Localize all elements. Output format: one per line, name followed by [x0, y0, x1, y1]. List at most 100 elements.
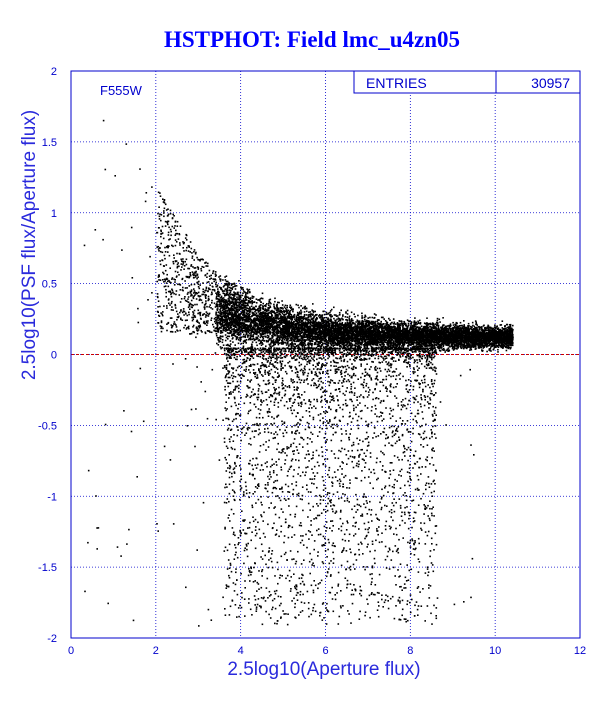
- data-point: [216, 298, 219, 300]
- data-point: [373, 313, 376, 315]
- data-point: [414, 339, 417, 342]
- data-point: [442, 317, 444, 319]
- data-point: [231, 338, 234, 340]
- data-point: [344, 340, 346, 342]
- data-point: [343, 342, 346, 344]
- data-point: [506, 327, 508, 329]
- data-point: [445, 343, 447, 346]
- data-point: [220, 296, 223, 299]
- data-point: [221, 341, 224, 344]
- data-point: [511, 334, 514, 336]
- data-point: [488, 348, 491, 350]
- data-point: [277, 326, 280, 329]
- data-point: [238, 333, 241, 335]
- data-point: [242, 345, 245, 348]
- data-point: [262, 302, 264, 305]
- data-point: [302, 307, 304, 310]
- data-point: [260, 317, 262, 320]
- data-point: [259, 333, 261, 335]
- data-point: [228, 304, 231, 306]
- data-point: [488, 329, 491, 332]
- data-point: [287, 341, 289, 344]
- data-point: [249, 335, 252, 337]
- data-point: [428, 322, 431, 325]
- data-point: [266, 323, 268, 326]
- data-point: [470, 328, 473, 331]
- data-point: [333, 306, 335, 309]
- data-point: [278, 326, 281, 328]
- data-point: [356, 341, 359, 343]
- data-point: [332, 344, 334, 346]
- data-point: [309, 321, 312, 324]
- data-point: [219, 346, 222, 348]
- data-point: [233, 296, 235, 298]
- data-point: [307, 339, 309, 341]
- data-point: [222, 292, 225, 294]
- data-point: [361, 327, 364, 330]
- data-point: [282, 319, 285, 322]
- data-point: [435, 321, 438, 324]
- data-point: [294, 345, 296, 348]
- data-point: [341, 323, 343, 325]
- data-point: [297, 304, 299, 307]
- data-point: [238, 327, 241, 330]
- data-point: [273, 331, 276, 333]
- data-point: [396, 345, 399, 347]
- data-point: [239, 301, 241, 303]
- data-point: [386, 342, 388, 345]
- data-point: [314, 351, 316, 354]
- data-point: [279, 317, 281, 320]
- data-point: [242, 298, 245, 300]
- data-point: [304, 321, 307, 323]
- data-point: [421, 329, 423, 331]
- data-point: [419, 319, 421, 322]
- data-point: [489, 348, 492, 350]
- data-point: [378, 330, 381, 333]
- data-point: [265, 339, 268, 342]
- data-point: [257, 299, 259, 301]
- data-point: [318, 316, 321, 319]
- data-point: [297, 336, 300, 338]
- data-point: [401, 352, 404, 355]
- data-point: [330, 318, 332, 321]
- data-point: [345, 312, 347, 314]
- data-point: [477, 337, 480, 340]
- data-point: [441, 343, 444, 346]
- data-point: [287, 332, 290, 335]
- data-point: [446, 342, 448, 345]
- data-point: [279, 328, 282, 331]
- data-point: [330, 330, 333, 332]
- data-point: [281, 300, 283, 302]
- data-point: [250, 308, 252, 311]
- data-point: [432, 326, 434, 329]
- data-point: [366, 328, 369, 330]
- data-point: [218, 305, 221, 308]
- data-point: [230, 306, 233, 308]
- data-point: [257, 325, 260, 327]
- data-point: [336, 328, 339, 331]
- data-point: [396, 344, 399, 346]
- data-point: [414, 336, 417, 338]
- data-point: [460, 347, 462, 349]
- data-point: [218, 314, 221, 317]
- data-point: [265, 340, 268, 343]
- data-point: [423, 322, 426, 324]
- data-point: [246, 310, 249, 313]
- data-point: [479, 326, 481, 328]
- data-point: [493, 345, 496, 347]
- data-point: [451, 341, 454, 344]
- data-point: [506, 323, 509, 326]
- data-point: [430, 332, 432, 335]
- data-point: [301, 337, 304, 340]
- data-point: [372, 335, 374, 338]
- data-point: [219, 280, 222, 282]
- data-point: [220, 305, 222, 307]
- data-point: [230, 296, 232, 298]
- data-point: [258, 339, 261, 342]
- data-point: [253, 339, 256, 342]
- data-point: [253, 338, 256, 341]
- data-point: [225, 280, 228, 283]
- data-point: [389, 346, 392, 348]
- data-point: [303, 317, 306, 320]
- data-point: [449, 323, 452, 325]
